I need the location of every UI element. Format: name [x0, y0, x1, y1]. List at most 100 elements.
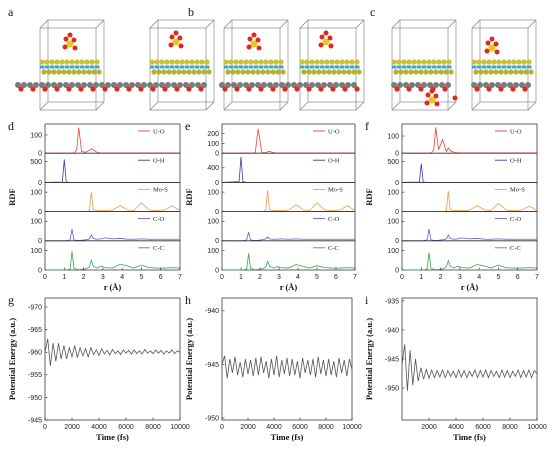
atom-mo	[90, 65, 95, 69]
atom-mo	[50, 65, 55, 69]
atom-mo	[447, 65, 452, 69]
atom-mo	[229, 65, 234, 69]
atom-c	[237, 82, 243, 88]
atom-c	[75, 82, 81, 88]
atom-s	[304, 59, 310, 65]
x-tick-label: 2	[439, 274, 443, 281]
atom-s	[253, 59, 259, 65]
atom-s	[61, 69, 67, 75]
y-axis-label: Potential Energy (a.u.)	[364, 318, 374, 400]
atom-s	[51, 69, 57, 75]
atom-mo	[175, 65, 180, 69]
y-tick-label: -950	[385, 385, 399, 392]
atom-s	[506, 59, 512, 65]
y-tick-label: 0	[395, 180, 399, 187]
atom-mo	[437, 65, 442, 69]
atom-s	[64, 59, 70, 65]
atom-c	[183, 82, 189, 88]
atom-s	[416, 59, 422, 65]
atom-s	[418, 69, 424, 75]
atom-o	[178, 43, 184, 49]
atom-mo	[190, 65, 195, 69]
legend-label: U-O	[328, 128, 340, 135]
y-tick-label: 100	[30, 190, 42, 197]
x-tick-label: 8000	[318, 424, 334, 431]
y-tick-label: 400	[207, 165, 219, 172]
atom-s	[503, 69, 509, 75]
atom-s	[74, 59, 80, 65]
atom-o	[169, 34, 175, 40]
atom-s	[248, 59, 254, 65]
atom-s	[436, 59, 442, 65]
atom-s	[164, 59, 170, 65]
atom-s	[225, 69, 231, 75]
atom-o	[342, 86, 348, 92]
atom-s	[186, 69, 192, 75]
atom-s	[306, 69, 312, 75]
x-tick-label: 2000	[64, 424, 80, 431]
atom-mo	[472, 65, 477, 69]
atom-mo	[244, 65, 249, 69]
atom-mo	[85, 65, 90, 69]
atom-o	[198, 86, 204, 92]
atom-o	[256, 45, 262, 51]
data-line	[222, 231, 355, 242]
y-tick-label: -950	[205, 415, 219, 422]
atom-s	[270, 69, 276, 75]
atom-s	[49, 59, 55, 65]
atom-c	[495, 82, 501, 88]
atom-mo	[45, 65, 50, 69]
atom-o	[255, 37, 261, 43]
atom-mo	[239, 65, 244, 69]
atom-s	[441, 59, 447, 65]
cell-edge	[205, 19, 215, 29]
y-tick-label: -960	[28, 350, 42, 357]
atom-s	[258, 59, 264, 65]
x-tick-label: 2	[82, 274, 86, 281]
x-tick-label: 7	[535, 274, 539, 281]
data-line	[401, 344, 538, 391]
atom-c	[99, 82, 105, 88]
atom-s	[260, 69, 266, 75]
x-tick-label: 6000	[118, 424, 134, 431]
legend-label: C-O	[510, 216, 522, 223]
cell-front	[471, 27, 529, 111]
y-tick-label: 0	[395, 209, 399, 216]
atom-s	[406, 59, 412, 65]
atom-s	[174, 59, 180, 65]
atom-s	[54, 59, 60, 65]
x-tick-label: 0	[220, 274, 224, 281]
atom-c	[297, 82, 303, 88]
atom-mo	[55, 65, 60, 69]
cell-edge	[355, 19, 365, 29]
atom-s	[421, 59, 427, 65]
atom-o	[18, 86, 24, 92]
atom-s	[326, 69, 332, 75]
atom-mo	[165, 65, 170, 69]
atom-s	[89, 59, 95, 65]
atom-o	[150, 86, 156, 92]
atom-s	[176, 69, 182, 75]
atom-mo	[350, 65, 355, 69]
atom-mo	[482, 65, 487, 69]
atom-s	[331, 69, 337, 75]
atom-mo	[305, 65, 310, 69]
atom-s	[483, 69, 489, 75]
cell-edge	[39, 19, 49, 29]
cell-edge	[299, 19, 309, 29]
atom-c	[219, 82, 225, 88]
atom-s	[526, 59, 532, 65]
atom-s	[473, 69, 479, 75]
atom-c	[351, 82, 357, 88]
atom-c	[105, 82, 111, 88]
atom-s	[511, 59, 517, 65]
data-line	[222, 253, 356, 271]
data-line	[45, 229, 180, 242]
x-tick-label: 6	[334, 274, 338, 281]
cell-edge	[95, 101, 105, 111]
atom-mo	[310, 65, 315, 69]
atom-s	[423, 69, 429, 75]
atom-s	[191, 69, 197, 75]
atom-c	[177, 82, 183, 88]
atom-u	[428, 96, 436, 104]
